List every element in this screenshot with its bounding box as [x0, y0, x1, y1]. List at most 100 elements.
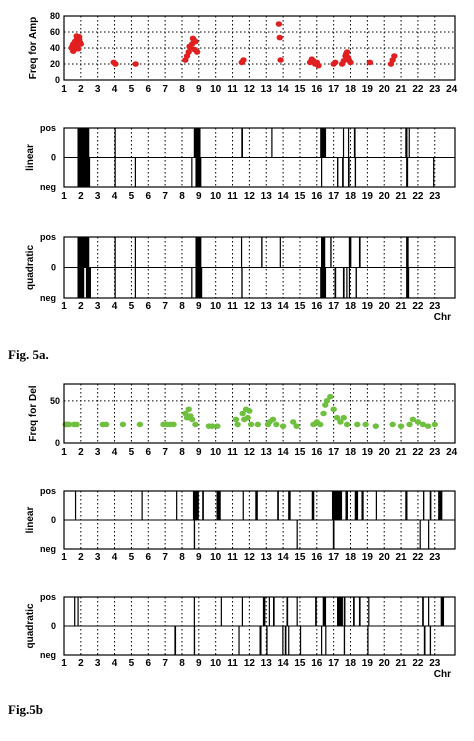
x-tick-label: 11	[227, 191, 238, 202]
x-tick-label: 21	[396, 552, 408, 563]
positive-bar	[240, 237, 243, 268]
y-tick-label: 50	[50, 396, 60, 406]
plot-frame	[63, 127, 456, 188]
x-axis-title: Chr	[434, 312, 451, 323]
y-tick-label: 20	[50, 59, 60, 69]
data-point	[65, 421, 73, 428]
y-tick-label: 0	[55, 75, 60, 85]
data-point	[73, 33, 80, 39]
x-tick-label: 23	[429, 301, 441, 312]
x-tick-label: 5	[129, 552, 135, 563]
positive-bar	[74, 491, 77, 520]
positive-bar	[193, 597, 195, 626]
x-tick-label: 19	[362, 552, 374, 563]
negative-bar	[191, 157, 193, 187]
data-point	[244, 414, 251, 421]
positive-bar	[77, 128, 90, 158]
x-tick-label: 14	[278, 658, 290, 669]
data-point	[372, 423, 379, 429]
x-tick-label: 24	[446, 447, 458, 458]
negative-bar	[429, 626, 432, 655]
chart-panel-6: 1 2 3 4 5 6 7 8 9 10 11 12 13 14 15 16 17 18 19 20 21 22 23Chr…	[25, 592, 456, 680]
negative-bar	[77, 267, 85, 298]
negative-bar	[342, 157, 344, 187]
x-tick-label: 21	[396, 447, 408, 458]
data-point	[431, 421, 438, 428]
data-point	[182, 410, 189, 417]
x-tick-label: 4	[112, 658, 118, 669]
negative-bar	[419, 520, 421, 549]
negative-bar	[299, 626, 302, 655]
negative-bar	[342, 267, 345, 298]
x-tick-label: 22	[412, 447, 424, 458]
x-tick-label: 14	[278, 552, 290, 563]
negative-bar	[241, 267, 243, 298]
y-tick-label: 0	[55, 438, 60, 448]
x-axis-title: Chr	[434, 669, 451, 680]
negative-bar	[367, 626, 369, 655]
y-axis-title: quadratic	[25, 603, 36, 648]
positive-bar	[192, 491, 199, 520]
positive-bar	[77, 597, 79, 626]
x-tick-label: 1	[61, 301, 67, 312]
positive-bar	[141, 491, 143, 520]
positive-bar	[406, 237, 409, 268]
x-tick-label: 4	[112, 84, 118, 95]
y-tick-label: 0	[51, 153, 56, 163]
x-tick-label: 9	[196, 552, 202, 563]
data-point	[214, 423, 221, 429]
data-point	[397, 423, 405, 429]
data-point	[170, 421, 177, 428]
x-tick-label: 2	[78, 84, 84, 95]
positive-bar	[272, 597, 275, 626]
x-tick-label: 20	[379, 658, 391, 669]
data-point	[337, 419, 344, 425]
negative-bar	[325, 626, 327, 655]
x-tick-label: 20	[379, 447, 391, 458]
negative-bar	[433, 157, 435, 187]
positive-bar	[422, 597, 424, 626]
x-tick-label: 15	[294, 84, 306, 95]
x-tick-label: 14	[278, 191, 290, 202]
x-tick-label: 20	[379, 84, 391, 95]
data-point	[209, 423, 216, 429]
negative-bar	[77, 157, 91, 187]
x-tick-label: 7	[162, 84, 168, 95]
negative-bar	[337, 157, 339, 187]
data-point	[419, 421, 427, 428]
x-tick-label: 18	[345, 191, 357, 202]
positive-bar	[354, 491, 359, 520]
y-tick-label: neg	[40, 544, 56, 554]
data-point	[234, 421, 241, 428]
data-point	[232, 416, 240, 423]
x-tick-label: 17	[328, 552, 340, 563]
x-tick-label: 12	[244, 658, 256, 669]
plot-frame	[63, 596, 456, 656]
x-tick-label: 14	[278, 447, 290, 458]
data-point	[323, 398, 331, 404]
negative-bar	[191, 267, 193, 298]
y-tick-label: 80	[50, 11, 60, 21]
data-point	[290, 419, 297, 425]
x-tick-label: 4	[112, 191, 118, 202]
positive-bar	[358, 597, 361, 626]
positive-bar	[268, 597, 270, 626]
positive-bar	[348, 237, 352, 268]
data-point	[246, 408, 253, 414]
x-tick-label: 2	[78, 301, 84, 312]
positive-bar	[114, 128, 116, 158]
x-tick-label: 15	[294, 552, 306, 563]
x-tick-label: 6	[145, 552, 151, 563]
positive-bar	[134, 237, 136, 268]
y-axis-title: linear	[25, 507, 36, 534]
data-point	[239, 410, 246, 417]
x-tick-label: 20	[379, 191, 391, 202]
plot-frame	[63, 15, 456, 81]
x-tick-label: 5	[129, 301, 135, 312]
x-tick-label: 2	[78, 447, 84, 458]
x-tick-label: 13	[261, 447, 273, 458]
x-tick-label: 13	[261, 191, 273, 202]
data-point	[192, 421, 199, 428]
x-tick-label: 16	[311, 301, 323, 312]
